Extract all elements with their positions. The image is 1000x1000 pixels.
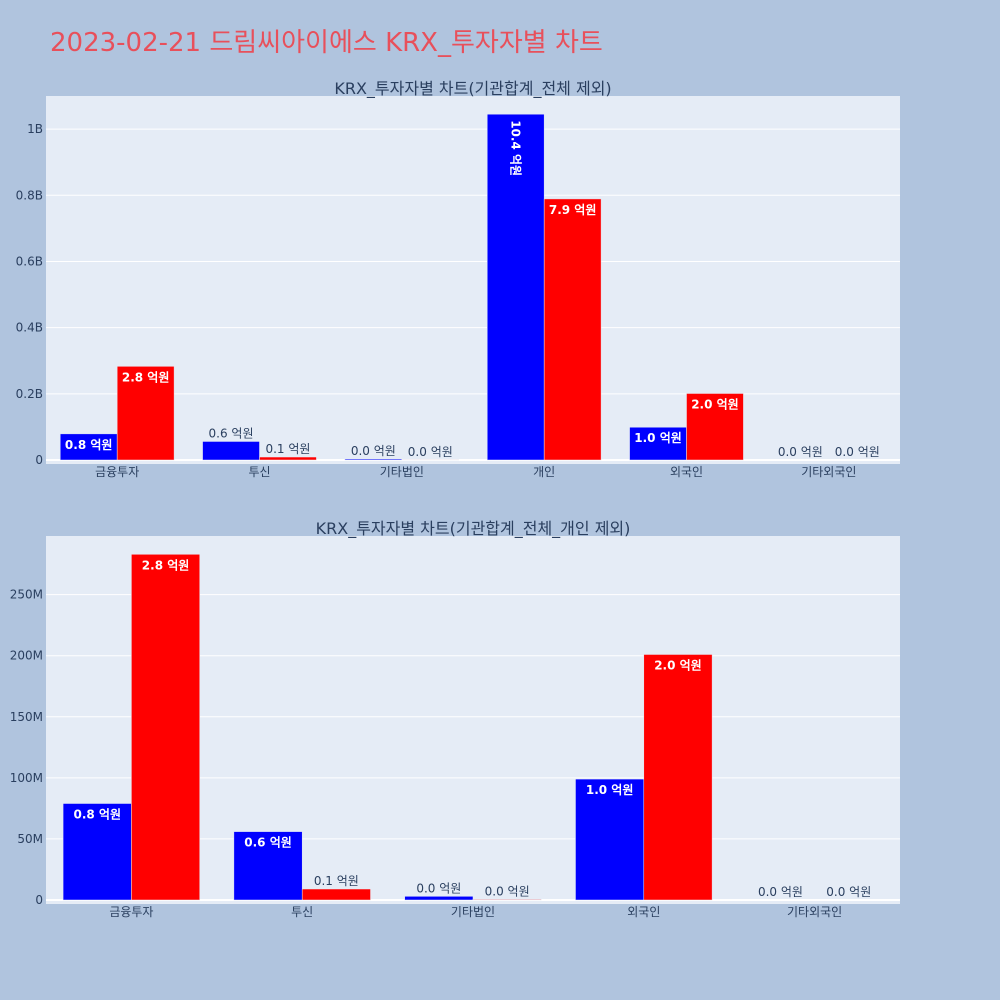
- data-label: 1.0 억원: [586, 783, 634, 797]
- plot-area: [46, 96, 900, 464]
- data-label: 2.8 억원: [142, 558, 190, 572]
- y-tick-label: 0.6B: [16, 254, 43, 268]
- bar[interactable]: [62, 803, 132, 901]
- bar[interactable]: [629, 426, 687, 461]
- bar[interactable]: [575, 778, 645, 901]
- y-tick-label: 0: [35, 893, 43, 907]
- bar[interactable]: [543, 198, 602, 461]
- x-tick-label: 기타법인: [380, 465, 424, 479]
- bar[interactable]: [344, 458, 403, 461]
- data-label: 0.6 억원: [209, 426, 254, 440]
- x-tick-label: 금융투자: [109, 905, 153, 919]
- bar[interactable]: [259, 456, 317, 461]
- x-tick-label: 개인: [533, 465, 555, 479]
- y-tick-label: 200M: [10, 649, 43, 663]
- subplot-title: KRX_투자자별 차트(기관합계_전체 제외): [334, 79, 611, 99]
- y-tick-label: 100M: [10, 771, 43, 785]
- bar[interactable]: [486, 113, 545, 461]
- chart-bottom: 0 50M 100M 150M 200M 250M KRX_투자자별 차트(기관합계_전체_…: [10, 519, 900, 919]
- data-label: 2.0 억원: [691, 397, 739, 411]
- x-tick-label: 투신: [248, 465, 270, 479]
- bar[interactable]: [404, 896, 474, 901]
- data-label: 0.0 억원: [351, 444, 396, 458]
- data-label: 1.0 억원: [634, 431, 682, 445]
- data-label: 7.9 억원: [549, 203, 597, 217]
- bar[interactable]: [686, 393, 744, 461]
- bar[interactable]: [233, 831, 303, 901]
- x-tick-label: 기타외국인: [801, 465, 856, 479]
- x-tick-label: 기타법인: [451, 905, 495, 919]
- data-label: 0.0 억원: [758, 885, 803, 899]
- data-label: 2.0 억원: [654, 658, 702, 672]
- bar[interactable]: [472, 899, 542, 901]
- y-tick-label: 0.2B: [16, 387, 43, 401]
- data-label: 0.8 억원: [73, 808, 121, 822]
- y-tick-label: 250M: [10, 588, 43, 602]
- data-label: 0.1 억원: [314, 874, 359, 888]
- data-label: 0.0 억원: [408, 445, 453, 459]
- bar[interactable]: [301, 888, 371, 901]
- data-label: 0.6 억원: [244, 836, 292, 850]
- y-tick-label: 0.4B: [16, 321, 43, 335]
- x-tick-label: 외국인: [627, 905, 660, 919]
- data-label: 10.4 억원: [509, 120, 523, 176]
- x-tick-label: 금융투자: [95, 465, 139, 479]
- y-tick-label: 0: [35, 453, 43, 467]
- y-tick-label: 0.8B: [16, 188, 43, 202]
- y-tick-label: 1B: [27, 122, 43, 136]
- chart-top: 0 0.2B 0.4B 0.6B 0.8B 1B KRX_투자자별 차트(기관합계_전체 제…: [16, 79, 900, 479]
- subplot-title: KRX_투자자별 차트(기관합계_전체_개인 제외): [316, 519, 631, 539]
- bar[interactable]: [131, 554, 200, 901]
- data-label: 0.8 억원: [65, 438, 113, 452]
- x-tick-label: 투신: [291, 905, 313, 919]
- data-label: 2.8 억원: [122, 370, 170, 384]
- bar[interactable]: [643, 654, 713, 901]
- x-tick-label: 외국인: [670, 465, 703, 479]
- x-tick-label: 기타외국인: [787, 905, 842, 919]
- data-label: 0.0 억원: [485, 884, 530, 898]
- data-label: 0.0 억원: [835, 445, 880, 459]
- y-tick-label: 50M: [17, 832, 43, 846]
- bar[interactable]: [116, 366, 175, 461]
- data-label: 0.1 억원: [265, 442, 310, 456]
- page-title: 2023-02-21 드림씨아이에스 KRX_투자자별 차트: [50, 28, 603, 58]
- bar[interactable]: [202, 441, 260, 461]
- data-label: 0.0 억원: [826, 885, 871, 899]
- y-tick-label: 150M: [10, 710, 43, 724]
- data-label: 0.0 억원: [416, 881, 461, 895]
- data-label: 0.0 억원: [778, 445, 823, 459]
- bar[interactable]: [59, 433, 118, 461]
